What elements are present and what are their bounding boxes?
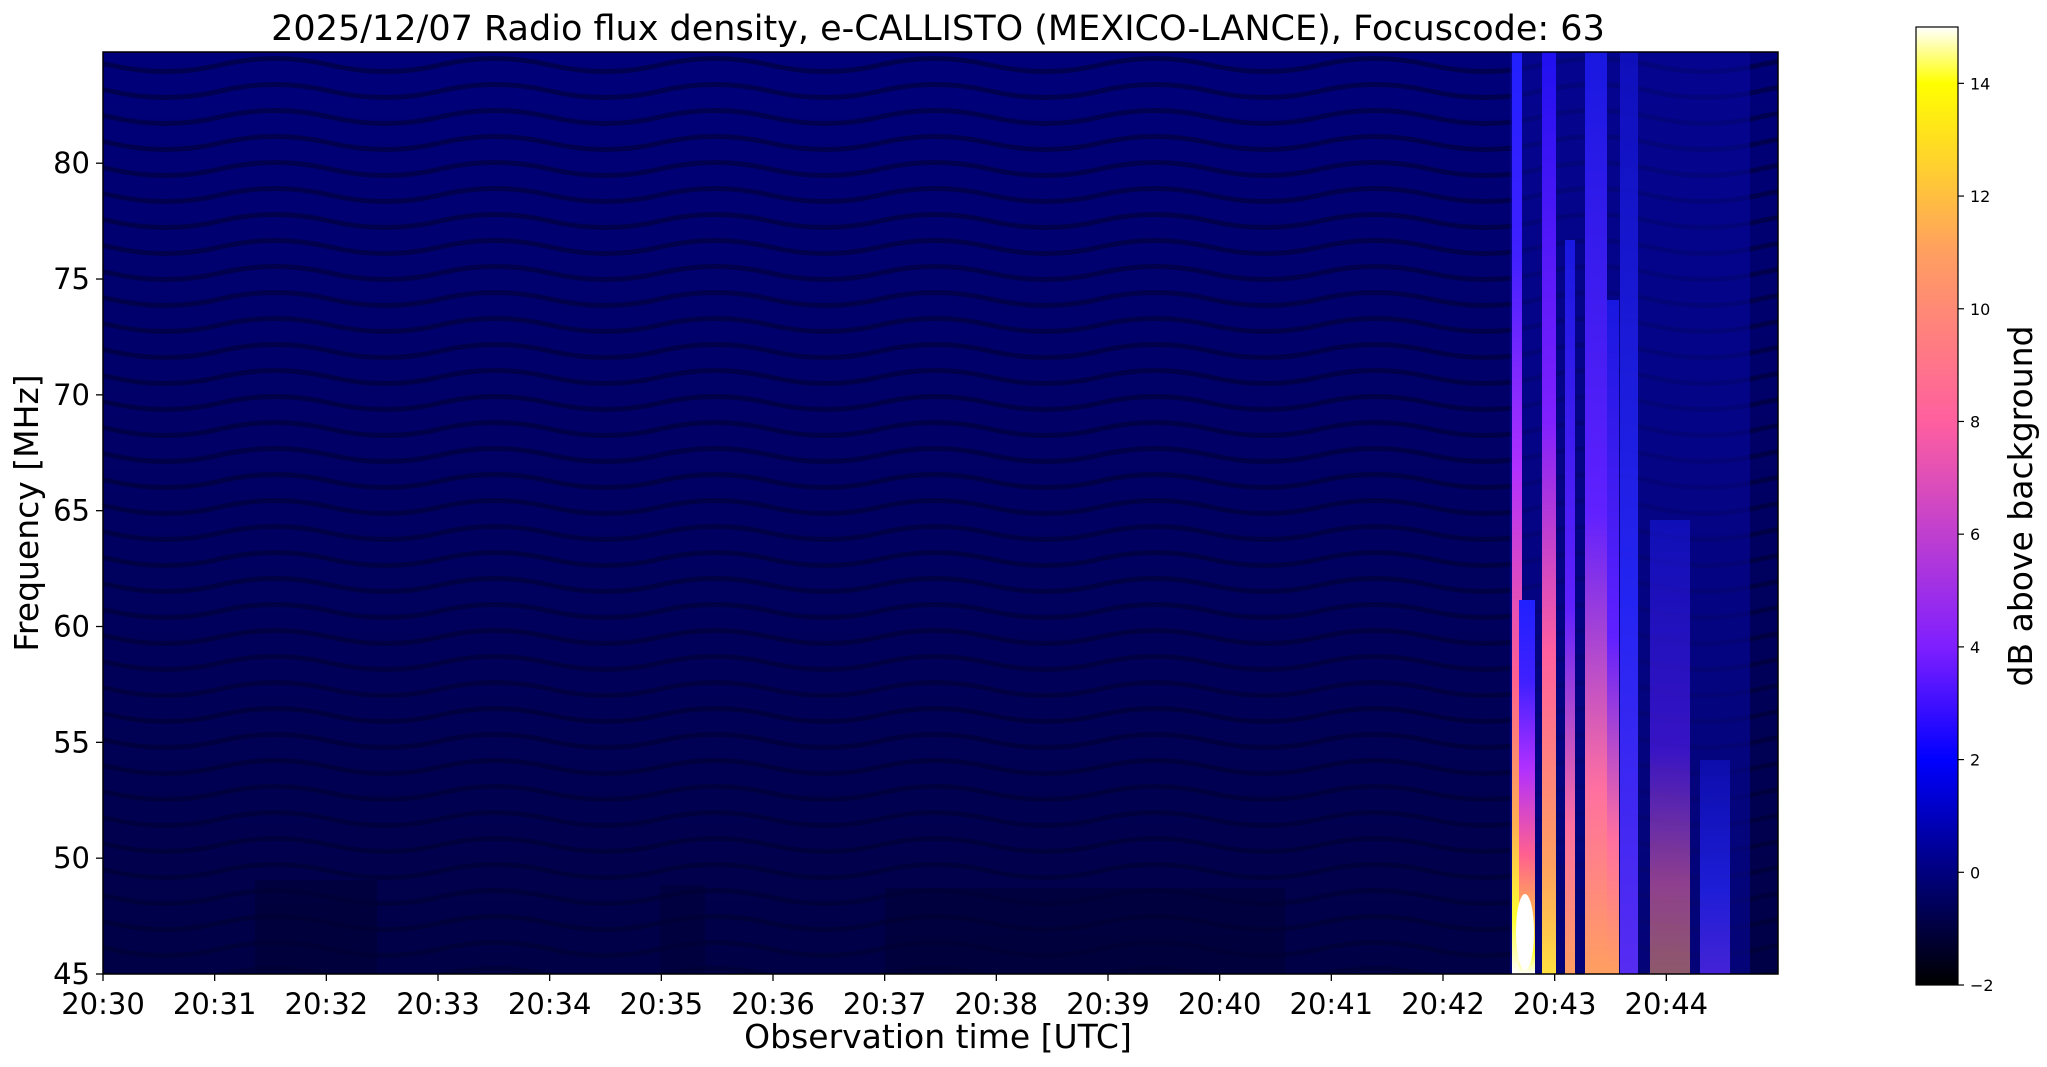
colorbar: −2 0 2 4 6 8 10 12 14 dB above background: [1915, 26, 2040, 995]
burst-peak: [1516, 894, 1534, 970]
y-tick-label: 50: [53, 841, 90, 875]
y-tick-label: 65: [53, 494, 90, 528]
colorbar-tick-label: 6: [1970, 525, 1980, 544]
y-tick-label: 80: [53, 146, 90, 180]
burst-strand: [1519, 600, 1535, 974]
x-axis-label: Observation time [UTC]: [744, 1017, 1132, 1056]
burst-strand: [1607, 300, 1619, 974]
burst-strand: [1700, 760, 1730, 974]
colorbar-tick-label: 14: [1970, 74, 1990, 93]
x-tick-label: 20:32: [285, 987, 369, 1021]
colorbar-label: dB above background: [2001, 326, 2040, 687]
burst-strand: [1620, 52, 1638, 974]
colorbar-gradient: [1915, 26, 1959, 986]
low-freq-dark-block: [660, 885, 705, 974]
x-tick-label: 20:37: [843, 987, 927, 1021]
x-tick-label: 20:38: [955, 987, 1039, 1021]
x-tick-label: 20:35: [620, 987, 704, 1021]
colorbar-tick-label: 8: [1970, 412, 1980, 431]
y-axis-label: Frequency [MHz]: [7, 374, 46, 651]
type-iii-burst: [1510, 52, 1750, 974]
x-tick-label: 20:39: [1066, 987, 1150, 1021]
y-tick-label: 70: [53, 378, 90, 412]
burst-strand: [1650, 520, 1690, 974]
x-tick-label: 20:30: [61, 987, 145, 1021]
x-tick-label: 20:34: [508, 987, 592, 1021]
plot-frame: [102, 51, 1779, 975]
colorbar-ticks: −2 0 2 4 6 8 10 12 14: [1958, 74, 1994, 995]
low-freq-dark-block: [885, 888, 1285, 974]
colorbar-tick-label: 0: [1970, 863, 1980, 882]
colorbar-tick-label: 4: [1970, 638, 1980, 657]
y-tick-label: 60: [53, 610, 90, 644]
x-tick-label: 20:36: [731, 987, 815, 1021]
y-tick-label: 45: [53, 957, 90, 991]
y-tick-label: 55: [53, 725, 90, 759]
x-tick-label: 20:40: [1178, 987, 1262, 1021]
colorbar-tick-label: 2: [1970, 751, 1980, 770]
y-tick-label: 75: [53, 262, 90, 296]
burst-strand: [1542, 52, 1556, 974]
x-tick-label: 20:44: [1625, 987, 1709, 1021]
spectrogram-area: [103, 52, 1778, 974]
colorbar-tick-label: −2: [1970, 976, 1994, 995]
burst-strand: [1585, 52, 1607, 974]
low-freq-dark-block: [255, 880, 377, 974]
x-tick-label: 20:33: [396, 987, 480, 1021]
x-tick-label: 20:41: [1290, 987, 1374, 1021]
x-tick-label: 20:43: [1513, 987, 1597, 1021]
interference-bands: [103, 52, 1778, 974]
colorbar-tick-label: 10: [1970, 300, 1990, 319]
x-tick-label: 20:31: [173, 987, 257, 1021]
x-tick-label: 20:42: [1401, 987, 1485, 1021]
colorbar-tick-label: 12: [1970, 187, 1990, 206]
burst-strand: [1565, 240, 1575, 974]
y-axis-ticks: 45 50 55 60 65 70 75 80: [53, 146, 103, 991]
burst-strand: [1512, 52, 1522, 974]
chart-title: 2025/12/07 Radio flux density, e-CALLIST…: [271, 9, 1605, 49]
x-axis-ticks: 20:30 20:31 20:32 20:33 20:34 20:35 20:36 20:37…: [61, 974, 1708, 1021]
